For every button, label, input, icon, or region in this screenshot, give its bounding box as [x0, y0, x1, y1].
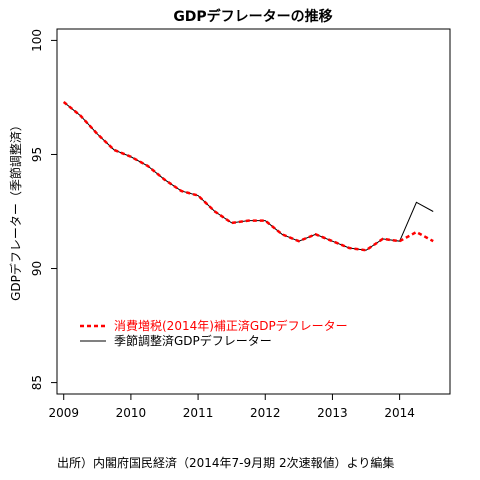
series-group [62, 101, 434, 252]
x-tick-label: 2013 [317, 406, 348, 420]
legend-label: 季節調整済GDPデフレーター [114, 333, 272, 348]
plot-frame [56, 28, 451, 395]
series-line-seasonal [63, 101, 434, 251]
source-note: 出所）内閣府国民経済（2014年7-9月期 2次速報値）より編集 [57, 455, 394, 470]
x-tick-label: 2012 [250, 406, 281, 420]
series-line-adjusted [62, 101, 434, 252]
x-tick-label: 2014 [384, 406, 415, 420]
x-tick-label: 2011 [183, 406, 214, 420]
x-tick-label: 2009 [48, 406, 79, 420]
legend-label: 消費増税(2014年)補正済GDPデフレーター [114, 318, 348, 333]
y-tick-label: 100 [30, 29, 44, 52]
chart-title: GDPデフレーターの推移 [173, 8, 332, 25]
y-axis: 85 90 95 100 [30, 29, 57, 390]
y-axis-label: GDPデフレーター（季節調整済） [8, 119, 23, 301]
y-tick-label: 85 [30, 375, 44, 390]
y-tick-label: 95 [30, 147, 44, 162]
x-axis: 2009 2010 2011 2012 2013 2014 [48, 394, 415, 420]
y-tick-label: 90 [30, 261, 44, 276]
x-tick-label: 2010 [116, 406, 147, 420]
